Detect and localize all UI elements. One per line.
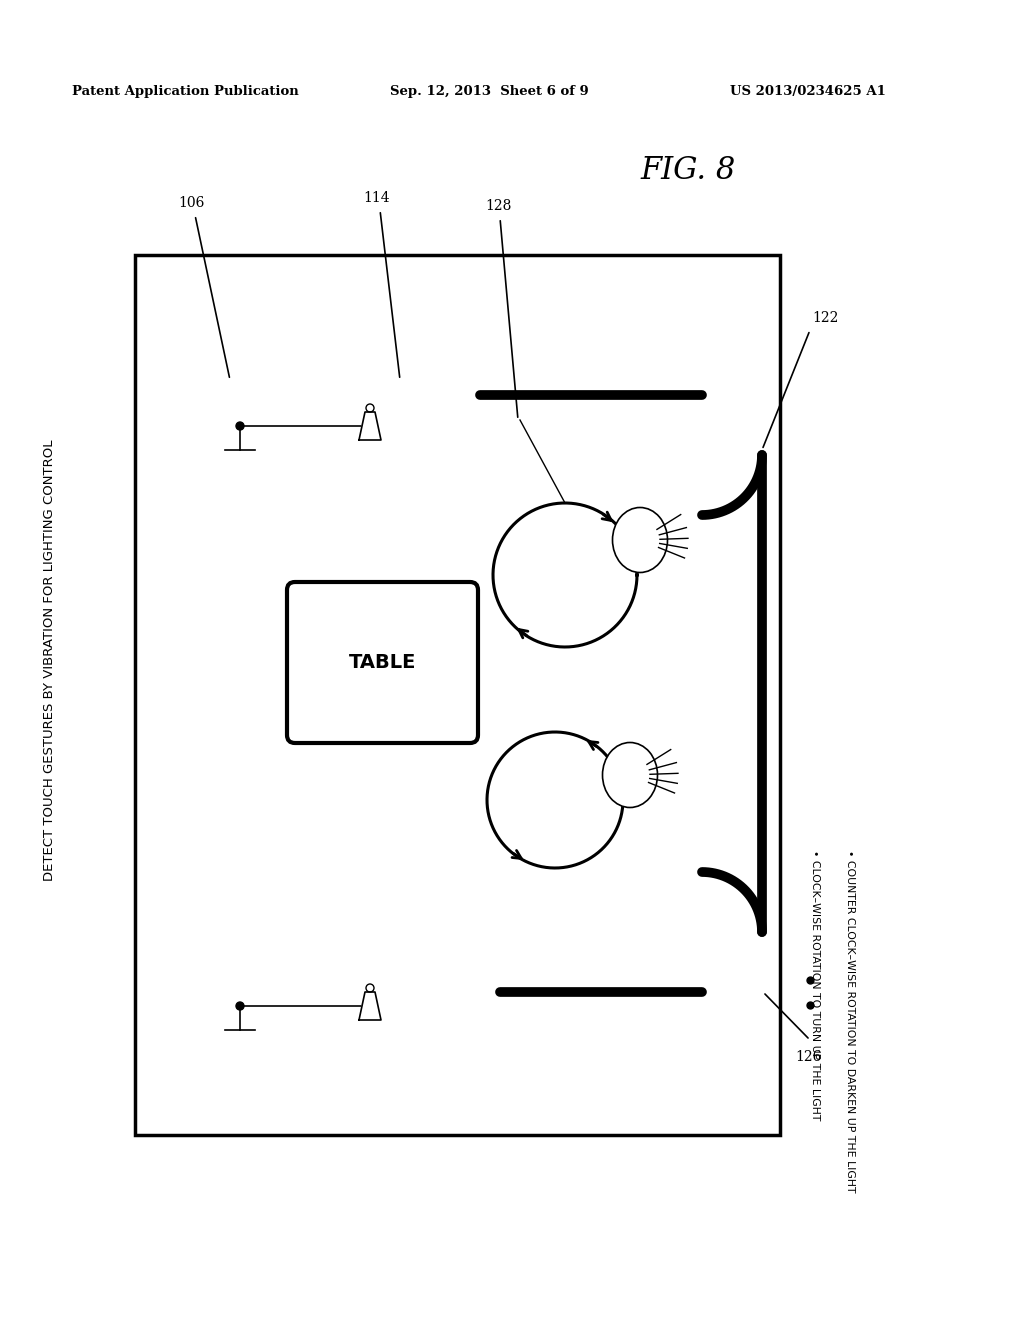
Text: 122: 122 [812, 312, 839, 325]
Text: 106: 106 [178, 195, 205, 210]
Polygon shape [359, 993, 381, 1020]
Text: 126: 126 [795, 1049, 821, 1064]
FancyBboxPatch shape [287, 582, 478, 743]
Circle shape [236, 1002, 244, 1010]
Text: Patent Application Publication: Patent Application Publication [72, 84, 299, 98]
Polygon shape [359, 412, 381, 440]
Text: • COUNTER CLOCK–WISE ROTATION TO DARKEN UP THE LIGHT: • COUNTER CLOCK–WISE ROTATION TO DARKEN … [845, 850, 855, 1192]
Bar [135, 255, 780, 1135]
Text: US 2013/0234625 A1: US 2013/0234625 A1 [730, 84, 886, 98]
Text: TABLE: TABLE [349, 653, 416, 672]
Text: 128: 128 [485, 199, 511, 213]
Text: FIG. 8: FIG. 8 [640, 154, 735, 186]
Text: 114: 114 [362, 191, 389, 205]
Ellipse shape [612, 507, 668, 573]
Text: DETECT TOUCH GESTURES BY VIBRATION FOR LIGHTING CONTROL: DETECT TOUCH GESTURES BY VIBRATION FOR L… [43, 440, 56, 880]
Circle shape [236, 422, 244, 430]
Text: • CLOCK–WISE ROTATION TO TURN UP THE LIGHT: • CLOCK–WISE ROTATION TO TURN UP THE LIG… [810, 850, 820, 1121]
Ellipse shape [602, 742, 657, 808]
Text: Sep. 12, 2013  Sheet 6 of 9: Sep. 12, 2013 Sheet 6 of 9 [390, 84, 589, 98]
